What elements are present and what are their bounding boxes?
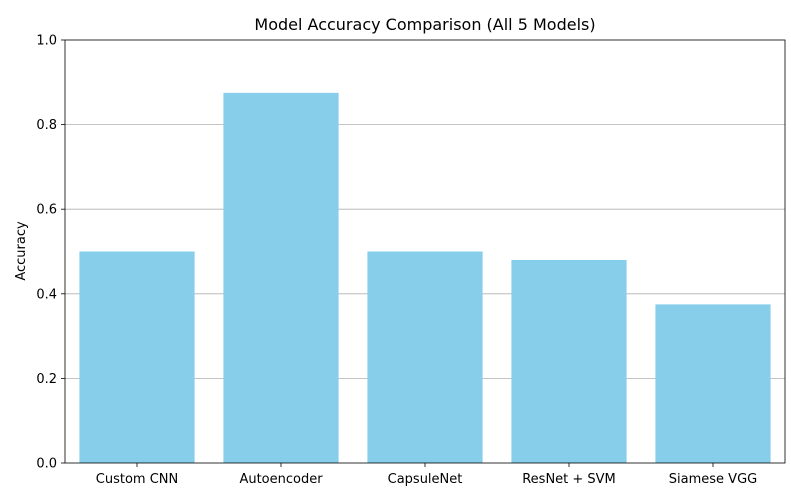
bar — [367, 251, 483, 463]
y-tick-label: 0.0 — [36, 457, 57, 472]
bar — [223, 92, 339, 463]
y-tick-label: 0.6 — [36, 203, 57, 218]
plot-frame — [64, 39, 786, 464]
x-tick-label: CapsuleNet — [388, 472, 463, 487]
x-tick-label: Siamese VGG — [669, 472, 757, 487]
y-axis-label: Accuracy — [14, 221, 29, 281]
y-tick-labels: 0.0 0.2 0.4 0.6 0.8 1.0 — [36, 34, 57, 472]
y-tick-label: 0.8 — [36, 118, 57, 133]
y-tick-label: 0.4 — [36, 287, 57, 302]
x-tick-label: Autoencoder — [239, 472, 323, 487]
x-tick-label: Custom CNN — [96, 472, 178, 487]
bar — [655, 304, 771, 463]
chart-title: Model Accuracy Comparison (All 5 Models) — [254, 15, 595, 34]
bars — [79, 92, 771, 463]
bar — [79, 251, 195, 463]
axes — [61, 39, 786, 467]
x-tick-label: ResNet + SVM — [522, 472, 616, 487]
y-tick-label: 0.2 — [36, 372, 57, 387]
y-tick-label: 1.0 — [36, 34, 57, 49]
bar — [511, 259, 627, 463]
x-tick-labels: Custom CNN Autoencoder CapsuleNet ResNet + … — [96, 472, 757, 487]
